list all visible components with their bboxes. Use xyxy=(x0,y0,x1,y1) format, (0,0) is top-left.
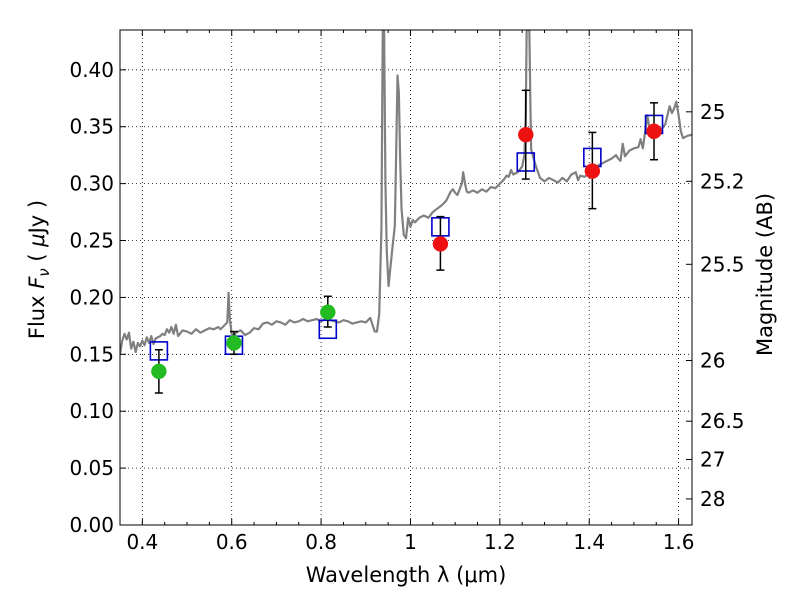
spectrum-line xyxy=(120,30,692,355)
x-tick-label: 0.8 xyxy=(305,530,337,554)
y-tick-label: 0.10 xyxy=(69,399,114,423)
observed-flux-point xyxy=(226,335,242,351)
magnitude-tick-label: 26.5 xyxy=(700,409,745,433)
observed-flux-point xyxy=(151,363,167,380)
y-tick-label: 0.30 xyxy=(69,172,114,196)
x-tick-label: 1.2 xyxy=(484,530,516,554)
y-tick-label: 0.35 xyxy=(69,115,114,139)
x-tick-label: 1 xyxy=(404,530,417,554)
y-tick-label: 0.00 xyxy=(69,513,114,537)
y-axis-title: Flux Fν ( μJy ) xyxy=(25,200,53,339)
x-tick-label: 1.4 xyxy=(573,530,605,554)
magnitude-tick-label: 25.5 xyxy=(700,252,745,276)
plot-frame xyxy=(119,29,693,526)
magnitude-tick-label: 26 xyxy=(700,349,725,373)
magnitude-tick-label: 28 xyxy=(700,487,725,511)
observed-flux-point xyxy=(646,123,662,140)
y-axis-title-mu: μ xyxy=(25,233,49,247)
x-tick-label: 0.4 xyxy=(126,530,158,554)
observed-flux-point xyxy=(432,236,449,252)
y-tick-label: 0.40 xyxy=(69,58,114,82)
y-tick-label: 0.20 xyxy=(69,285,114,309)
ticks xyxy=(119,30,692,526)
magnitude-tick-label: 25 xyxy=(700,100,725,124)
y-axis-title-subscript: ν xyxy=(35,268,53,276)
y-axis-title-symbol: F xyxy=(25,276,49,289)
y-axis-title-unit: Jy ) xyxy=(25,200,49,236)
magnitude-tick-label: 27 xyxy=(700,448,725,472)
y-tick-label: 0.15 xyxy=(69,342,114,366)
y-tick-label: 0.25 xyxy=(69,229,114,253)
tick-labels: 0.4 0.6 0.8 1 1.2 1.4 1.6 0.00 0.05 0.10 0.15 0.20 0… xyxy=(69,58,744,554)
observed-flux-point xyxy=(584,163,601,179)
y-axis-title-paren: ( xyxy=(25,247,49,269)
y-axis-title-prefix: Flux xyxy=(25,289,49,339)
x-axis-title: Wavelength λ (μm) xyxy=(306,563,507,587)
observed-flux-point xyxy=(518,126,534,143)
magnitude-tick-label: 25.2 xyxy=(700,169,745,193)
markers-layer xyxy=(149,89,664,394)
magnitude-axis-title: Magnitude (AB) xyxy=(753,193,777,356)
y-tick-label: 0.05 xyxy=(69,456,114,480)
spectrum-layer xyxy=(120,30,692,355)
observed-flux-point xyxy=(320,304,336,320)
x-tick-label: 1.6 xyxy=(663,530,695,554)
x-tick-label: 0.6 xyxy=(216,530,248,554)
